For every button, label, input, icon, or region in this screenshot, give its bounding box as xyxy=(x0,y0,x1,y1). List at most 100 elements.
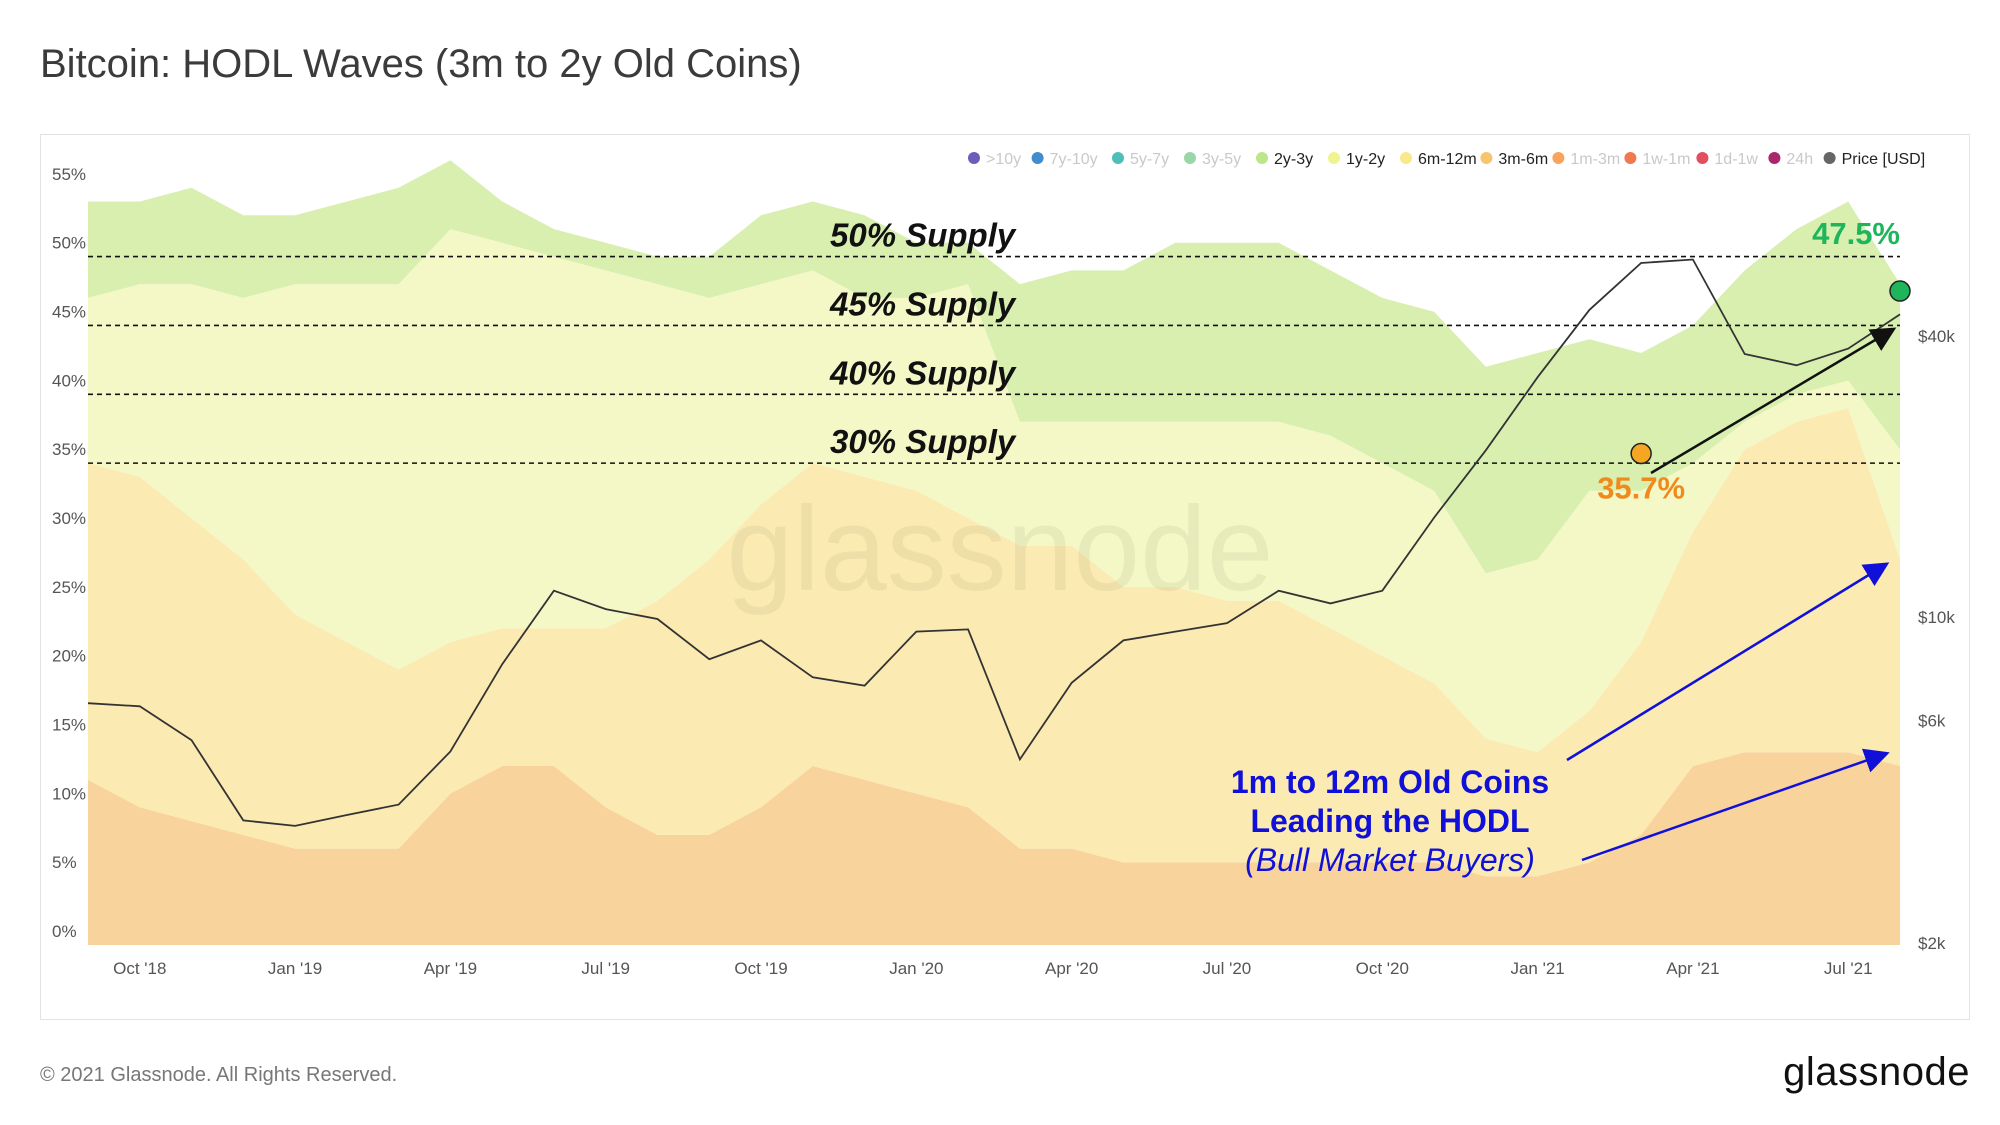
legend-label-2: 5y-7y xyxy=(1130,151,1169,168)
legend-dot-0 xyxy=(968,152,980,164)
legend-dot-10 xyxy=(1696,152,1709,164)
copyright-text: © 2021 Glassnode. All Rights Reserved. xyxy=(40,1064,398,1086)
y-axis-right: $2k $6k $10k $40k xyxy=(1918,327,1955,953)
legend-dot-2 xyxy=(1112,152,1124,164)
legend-label-8: 1m-3m xyxy=(1570,151,1620,168)
legend-item-9[interactable]: 1w-1m xyxy=(1624,151,1690,168)
y-tick-15: 15% xyxy=(52,715,86,734)
chart-frame xyxy=(40,134,1970,1020)
legend-label-12: Price [USD] xyxy=(1842,151,1926,168)
growth-arrow xyxy=(1650,327,1897,475)
x-tick-11: Jul '21 xyxy=(1824,959,1873,978)
x-tick-10: Apr '21 xyxy=(1666,959,1719,978)
x-tick-7: Jul '20 xyxy=(1203,959,1252,978)
x-tick-9: Jan '21 xyxy=(1510,959,1564,978)
legend-item-0[interactable]: >10y xyxy=(968,151,1021,168)
end-point-label: 47.5% xyxy=(1812,216,1900,251)
band-6m-12m xyxy=(88,408,1900,877)
y-tick-30: 30% xyxy=(52,509,86,528)
y-tick-50: 50% xyxy=(52,234,86,253)
x-axis: Oct '18 Jan '19 Apr '19 Jul '19 Oct '19 Jan '… xyxy=(113,959,1872,978)
legend-item-6[interactable]: 6m-12m xyxy=(1400,151,1477,168)
x-tick-4: Oct '19 xyxy=(734,959,787,978)
price-tick-1: $6k xyxy=(1918,711,1946,730)
y-tick-45: 45% xyxy=(52,302,86,321)
legend-label-4: 2y-3y xyxy=(1274,151,1313,168)
price-series xyxy=(87,258,1901,827)
legend-item-8[interactable]: 1m-3m xyxy=(1552,151,1620,168)
callout-arrow-lower xyxy=(1581,748,1890,862)
y-tick-20: 20% xyxy=(52,647,86,666)
chart-title: Bitcoin: HODL Waves (3m to 2y Old Coins) xyxy=(40,42,802,86)
supply-label-0: 50% Supply xyxy=(830,217,1017,254)
legend-item-12[interactable]: Price [USD] xyxy=(1823,151,1926,168)
y-tick-40: 40% xyxy=(52,371,86,390)
x-tick-5: Jan '20 xyxy=(889,959,943,978)
glassnode-logo[interactable]: glassnode xyxy=(1783,1050,1970,1094)
legend-item-11[interactable]: 24h xyxy=(1768,151,1813,168)
y-tick-25: 25% xyxy=(52,578,86,597)
legend-dot-11 xyxy=(1768,152,1781,164)
x-tick-6: Apr '20 xyxy=(1045,959,1098,978)
callout-line-1: 1m to 12m Old Coins xyxy=(1231,764,1549,800)
legend-dot-5 xyxy=(1328,152,1340,164)
y-tick-35: 35% xyxy=(52,440,86,459)
legend-dot-9 xyxy=(1624,152,1637,164)
x-tick-8: Oct '20 xyxy=(1356,959,1409,978)
legend-dot-1 xyxy=(1031,152,1044,164)
x-tick-1: Jan '19 xyxy=(268,959,322,978)
y-tick-0: 0% xyxy=(52,922,77,941)
y-axis-left: 0% 5% 10% 15% 20% 25% 30% 35% 40% 45% 50% 55% xyxy=(52,165,86,941)
legend-label-0: >10y xyxy=(986,151,1021,168)
legend-dot-3 xyxy=(1184,152,1196,164)
x-tick-3: Jul '19 xyxy=(581,959,630,978)
supply-lines xyxy=(88,255,1900,464)
legend-item-7[interactable]: 3m-6m xyxy=(1480,151,1548,168)
price-line xyxy=(87,258,1901,827)
legend-item-4[interactable]: 2y-3y xyxy=(1256,151,1313,168)
supply-label-2: 40% Supply xyxy=(829,354,1017,391)
y-tick-10: 10% xyxy=(52,784,86,803)
callout-line-2: Leading the HODL xyxy=(1250,803,1529,839)
band-3m-6m xyxy=(88,752,1900,945)
x-tick-2: Apr '19 xyxy=(424,959,477,978)
legend-dot-6 xyxy=(1400,152,1412,164)
legend-item-5[interactable]: 1y-2y xyxy=(1328,151,1385,168)
supply-label-1: 45% Supply xyxy=(829,285,1017,322)
legend[interactable]: Price [USD] 24h 1d-1w 1w-1m 1m-3m 3m-6m 6m-12m… xyxy=(968,151,1925,168)
legend-label-3: 3y-5y xyxy=(1202,151,1241,168)
legend-dot-7 xyxy=(1480,152,1493,164)
x-tick-0: Oct '18 xyxy=(113,959,166,978)
supply-labels: 50% Supply 45% Supply 40% Supply 30% Supply xyxy=(829,217,1017,461)
callout-arrow-upper xyxy=(1566,562,1890,762)
band-1y-2y xyxy=(88,229,1900,753)
end-point-marker xyxy=(1889,280,1911,302)
legend-dot-8 xyxy=(1552,152,1565,164)
supply-label-3: 30% Supply xyxy=(830,423,1017,460)
watermark: glassnode xyxy=(726,482,1273,616)
price-tick-0: $2k xyxy=(1918,934,1946,953)
legend-label-9: 1w-1m xyxy=(1642,151,1690,168)
y-tick-55: 55% xyxy=(52,165,86,184)
legend-item-3[interactable]: 3y-5y xyxy=(1184,151,1241,168)
legend-label-5: 1y-2y xyxy=(1346,151,1385,168)
area-bands xyxy=(88,160,1900,945)
price-tick-2: $10k xyxy=(1918,608,1955,627)
legend-item-2[interactable]: 5y-7y xyxy=(1112,151,1169,168)
legend-label-6: 6m-12m xyxy=(1418,151,1477,168)
y-tick-5: 5% xyxy=(52,853,77,872)
callout-line-3: (Bull Market Buyers) xyxy=(1245,842,1535,878)
legend-label-1: 7y-10y xyxy=(1050,151,1098,168)
legend-label-11: 24h xyxy=(1786,151,1813,168)
legend-label-10: 1d-1w xyxy=(1714,151,1758,168)
legend-item-10[interactable]: 1d-1w xyxy=(1696,151,1758,168)
band-2y-3y xyxy=(88,160,1900,574)
price-tick-3: $40k xyxy=(1918,327,1955,346)
start-point-label: 35.7% xyxy=(1597,470,1685,505)
legend-label-7: 3m-6m xyxy=(1498,151,1548,168)
start-point-marker xyxy=(1630,442,1652,465)
legend-dot-4 xyxy=(1256,152,1268,164)
legend-dot-12 xyxy=(1823,152,1836,164)
legend-item-1[interactable]: 7y-10y xyxy=(1031,151,1098,168)
